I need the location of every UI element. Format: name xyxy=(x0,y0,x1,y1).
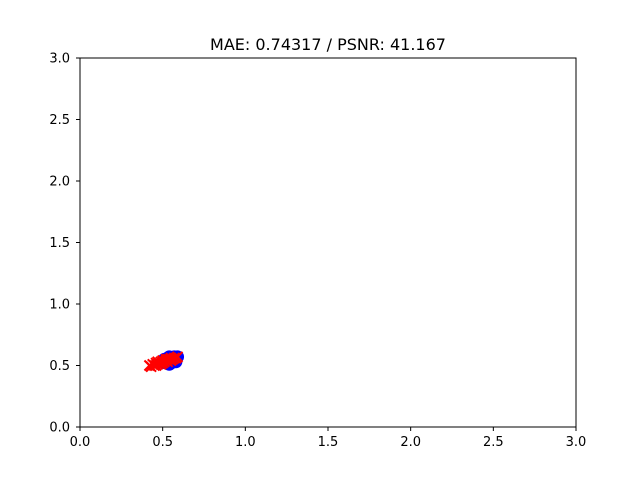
x-tick-label: 2.5 xyxy=(483,435,504,450)
y-tick-label: 2.5 xyxy=(49,113,70,128)
chart-title: MAE: 0.74317 / PSNR: 41.167 xyxy=(210,35,446,54)
plot-area: 0.0 0.5 1.0 1.5 2.0 2.5 3.0 0.0 0.5 1.0 1.5 2.0 2.5 3… xyxy=(49,52,586,451)
data-point-x-stroke xyxy=(171,351,184,363)
data-point-x xyxy=(155,358,167,370)
data-point-x xyxy=(171,351,184,363)
y-tick-label: 2.0 xyxy=(49,175,70,190)
y-tick-label: 0.0 xyxy=(49,421,70,436)
x-tick-label: 1.0 xyxy=(235,435,256,450)
y-tick-label: 3.0 xyxy=(49,52,70,67)
x-tick-label: 1.5 xyxy=(318,435,339,450)
x-tick-label: 0.5 xyxy=(152,435,173,450)
x-tick-label: 3.0 xyxy=(566,435,587,450)
data-point-x xyxy=(161,353,174,366)
y-tick-label: 0.5 xyxy=(49,359,70,374)
y-tick-label: 1.5 xyxy=(49,236,70,251)
data-point-x-stroke xyxy=(155,358,167,370)
x-tick-label: 0.0 xyxy=(70,435,91,450)
data-point-x-stroke xyxy=(161,353,174,366)
x-tick-label: 2.0 xyxy=(400,435,421,450)
series-1 xyxy=(143,351,184,373)
y-tick-label: 1.0 xyxy=(49,298,70,313)
